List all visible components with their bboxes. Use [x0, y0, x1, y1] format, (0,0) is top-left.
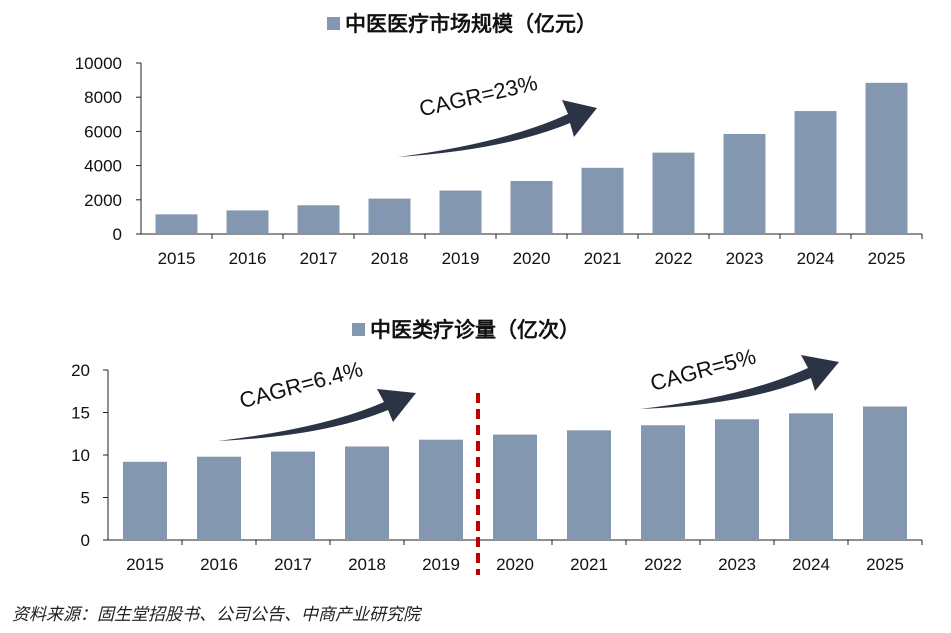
bar-2025 [863, 406, 907, 540]
x-tick-label: 2024 [797, 249, 835, 268]
cagr-label: CAGR=5% [648, 344, 759, 396]
bar-2021 [581, 167, 624, 234]
bar-2016 [226, 210, 269, 234]
bar-2018 [368, 198, 411, 234]
x-tick-label: 2020 [513, 249, 551, 268]
x-tick-label: 2022 [655, 249, 693, 268]
source-note: 资料来源：固生堂招股书、公司公告、中商产业研究院 [12, 605, 420, 625]
bar-2023 [723, 133, 766, 234]
y-tick-label: 6000 [84, 122, 122, 141]
x-tick-label: 2015 [158, 249, 196, 268]
y-tick-label: 2000 [84, 191, 122, 210]
x-tick-label: 2023 [726, 249, 764, 268]
chart-1: 中医医疗市场规模（亿元） 0 2000 4000 6000 8000 10000 2015 20… [75, 11, 923, 268]
bar-2021 [567, 430, 611, 540]
x-tick-label: 2022 [644, 555, 682, 574]
x-tick-label: 2016 [229, 249, 267, 268]
bar-2024 [789, 413, 833, 540]
chart-2: 中医类疗诊量（亿次） 0 5 10 15 20 2015 2016 2017 2018 2019 20… [71, 317, 923, 575]
x-tick-label: 2017 [300, 249, 338, 268]
y-tick-label: 4000 [84, 157, 122, 176]
x-tick-label: 2024 [792, 555, 830, 574]
bar-2018 [345, 446, 389, 540]
legend-swatch [352, 323, 365, 336]
bar-2015 [123, 461, 167, 540]
y-tick-label: 10000 [75, 54, 122, 73]
bar-2022 [652, 152, 695, 234]
x-tick-label: 2019 [422, 555, 460, 574]
x-tick-label: 2017 [274, 555, 312, 574]
bar-2017 [297, 205, 340, 234]
y-tick-label: 20 [71, 361, 90, 380]
bar-2019 [439, 190, 482, 234]
x-tick-label: 2021 [570, 555, 608, 574]
y-tick-label: 15 [71, 404, 90, 423]
cagr-label: CAGR=6.4% [237, 356, 366, 413]
x-tick-label: 2025 [868, 249, 906, 268]
x-tick-label: 2020 [496, 555, 534, 574]
chart-title: 中医医疗市场规模（亿元） [345, 11, 597, 36]
x-tick-label: 2021 [584, 249, 622, 268]
x-tick-label: 2015 [126, 555, 164, 574]
chart-title: 中医类疗诊量（亿次） [370, 317, 580, 342]
bar-2023 [715, 419, 759, 540]
bar-2015 [155, 214, 198, 234]
y-tick-label: 0 [113, 225, 122, 244]
legend-swatch [327, 17, 340, 30]
cagr-label: CAGR=23% [417, 70, 540, 121]
bar-2020 [510, 180, 553, 234]
growth-arrow [640, 355, 839, 409]
bar-2020 [493, 434, 537, 540]
y-tick-label: 8000 [84, 88, 122, 107]
bar-2022 [641, 425, 685, 540]
x-tick-label: 2019 [442, 249, 480, 268]
bar-2016 [197, 456, 241, 540]
x-tick-label: 2023 [718, 555, 756, 574]
y-tick-label: 10 [71, 446, 90, 465]
x-tick-label: 2016 [200, 555, 238, 574]
bar-2019 [419, 439, 463, 540]
bar-2025 [865, 82, 908, 234]
y-tick-label: 5 [81, 489, 90, 508]
x-tick-label: 2018 [371, 249, 409, 268]
y-tick-label: 0 [81, 531, 90, 550]
bar-2017 [271, 451, 315, 540]
growth-arrow [398, 100, 597, 157]
x-tick-label: 2018 [348, 555, 386, 574]
x-tick-label: 2025 [866, 555, 904, 574]
bar-2024 [794, 111, 837, 234]
growth-arrow [218, 389, 416, 441]
